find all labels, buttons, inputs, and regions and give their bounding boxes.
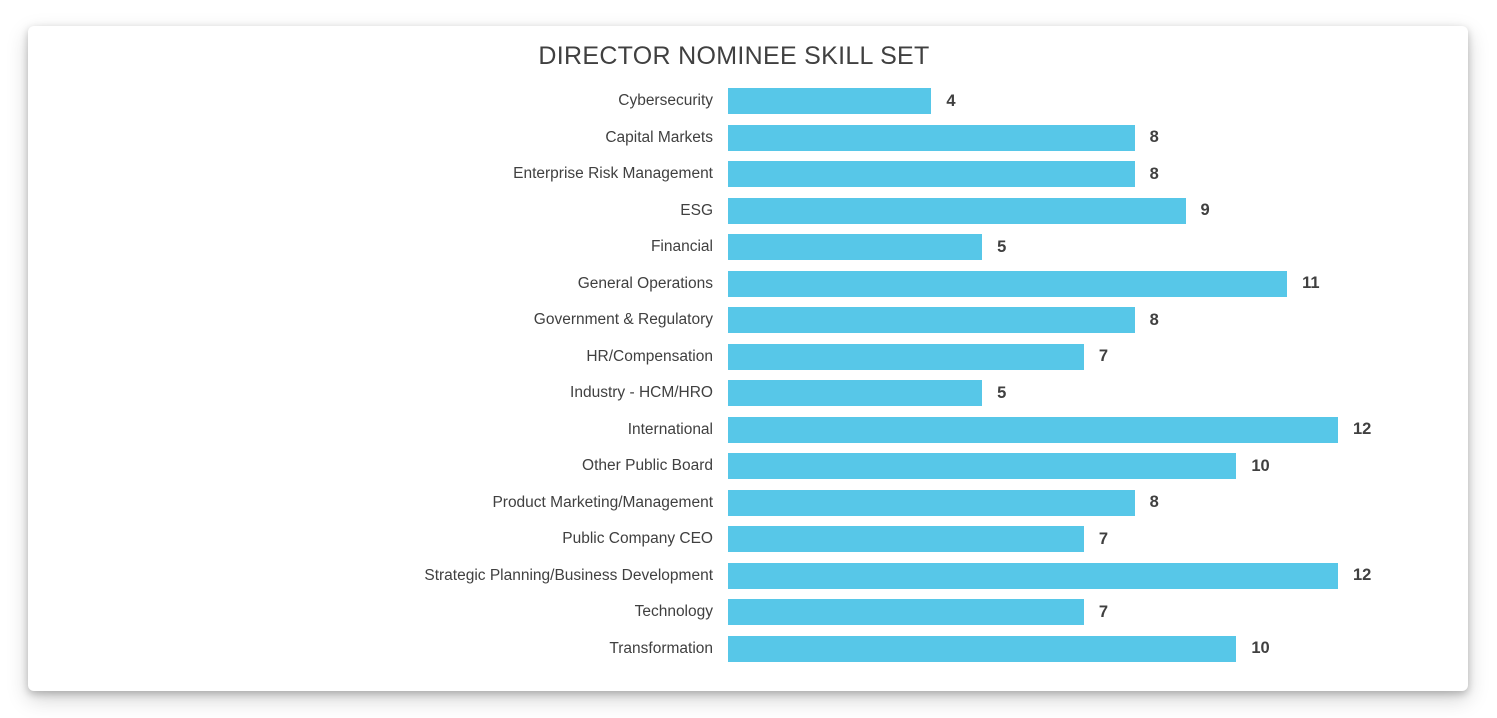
value-label: 10 (1251, 456, 1270, 475)
category-label: Government & Regulatory (533, 311, 713, 329)
bar-track: 10 (728, 635, 1468, 662)
bar (728, 635, 1237, 662)
bar-row: Public Company CEO 7 (28, 521, 1468, 558)
bar-chart: Cybersecurity 4 Capital Markets 8 Enterprise… (28, 83, 1468, 667)
bar-row: Strategic Planning/Business Development 1… (28, 558, 1468, 595)
bar-track: 10 (728, 453, 1468, 480)
value-label: 5 (997, 383, 1007, 402)
bar-track: 8 (728, 307, 1468, 334)
value-label: 7 (1098, 529, 1109, 548)
bar-track: 9 (728, 197, 1468, 224)
bar-track: 12 (728, 416, 1468, 443)
bar (728, 88, 932, 115)
bar-track: 5 (728, 234, 1468, 261)
category-label: Public Company CEO (562, 530, 713, 548)
category-label: Enterprise Risk Management (513, 165, 713, 183)
bar (728, 489, 1135, 516)
bar (728, 197, 1186, 224)
bar-row: Technology 7 (28, 594, 1468, 631)
bar-track: 7 (728, 599, 1468, 626)
bar (728, 526, 1084, 553)
bar-row: General Operations 11 (28, 266, 1468, 303)
bar-track: 4 (728, 88, 1468, 115)
category-label: Industry - HCM/HRO (570, 384, 713, 402)
value-label: 11 (1302, 274, 1320, 293)
bar-row: Other Public Board 10 (28, 448, 1468, 485)
chart-card: DIRECTOR NOMINEE SKILL SET Cybersecurity… (28, 26, 1468, 691)
bar (728, 416, 1338, 443)
bar (728, 307, 1135, 334)
value-label: 8 (1149, 310, 1159, 329)
category-label: Product Marketing/Management (492, 493, 713, 511)
bar-track: 8 (728, 124, 1468, 151)
value-label: 7 (1098, 602, 1109, 621)
category-label: Transformation (609, 639, 713, 657)
bar (728, 161, 1135, 188)
bar-row: Cybersecurity 4 (28, 83, 1468, 120)
category-label: HR/Compensation (586, 347, 713, 365)
value-label: 7 (1098, 347, 1109, 366)
category-label: Cybersecurity (618, 92, 713, 110)
category-label: General Operations (577, 274, 713, 292)
bar (728, 343, 1084, 370)
category-label: Strategic Planning/Business Development (424, 566, 713, 584)
bar-row: Enterprise Risk Management 8 (28, 156, 1468, 193)
value-label: 12 (1353, 566, 1372, 585)
bar-track: 5 (728, 380, 1468, 407)
bar-row: International 12 (28, 412, 1468, 449)
bar-row: Industry - HCM/HRO 5 (28, 375, 1468, 412)
chart-title: DIRECTOR NOMINEE SKILL SET (538, 42, 930, 70)
bar-row: HR/Compensation 7 (28, 339, 1468, 376)
bar-track: 7 (728, 526, 1468, 553)
bar (728, 380, 983, 407)
value-label: 8 (1149, 164, 1159, 183)
value-label: 8 (1149, 128, 1159, 147)
bar-row: Capital Markets 8 (28, 120, 1468, 157)
bar-track: 12 (728, 562, 1468, 589)
bar (728, 599, 1084, 626)
bar (728, 270, 1288, 297)
bar-row: Financial 5 (28, 229, 1468, 266)
bar (728, 124, 1135, 151)
bar-track: 11 (728, 270, 1468, 297)
bar (728, 562, 1338, 589)
bar (728, 453, 1237, 480)
value-label: 4 (946, 91, 956, 110)
bar (728, 234, 983, 261)
value-label: 8 (1149, 493, 1159, 512)
category-label: Other Public Board (582, 457, 713, 475)
bar-track: 8 (728, 489, 1468, 516)
bar-row: ESG 9 (28, 193, 1468, 230)
bar-row: Transformation 10 (28, 631, 1468, 668)
value-label: 5 (997, 237, 1007, 256)
bar-track: 8 (728, 161, 1468, 188)
bar-row: Government & Regulatory 8 (28, 302, 1468, 339)
bar-track: 7 (728, 343, 1468, 370)
category-label: ESG (680, 201, 713, 219)
category-label: International (627, 420, 713, 438)
category-label: Capital Markets (605, 128, 713, 146)
value-label: 9 (1200, 201, 1210, 220)
bar-row: Product Marketing/Management 8 (28, 485, 1468, 522)
value-label: 12 (1353, 420, 1372, 439)
value-label: 10 (1251, 639, 1270, 658)
category-label: Technology (634, 603, 713, 621)
category-label: Financial (650, 238, 713, 256)
